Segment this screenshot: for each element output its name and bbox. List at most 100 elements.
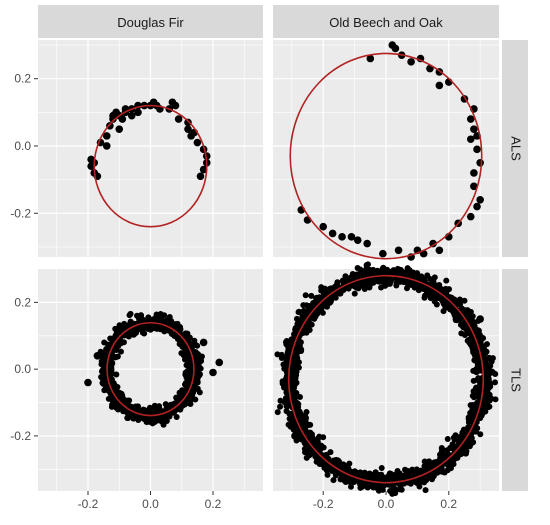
scan-point <box>477 431 484 438</box>
scan-point <box>172 321 179 328</box>
scan-point <box>477 409 484 416</box>
scan-point <box>348 275 355 282</box>
scan-point <box>363 239 371 248</box>
scan-point <box>384 474 391 481</box>
scan-point <box>476 196 484 204</box>
scan-point <box>379 249 387 258</box>
fitted-circle <box>106 321 195 417</box>
scan-point <box>165 411 172 418</box>
panel-old-beech-and-oak-als <box>273 40 499 261</box>
scan-point <box>313 308 320 315</box>
scan-point <box>471 357 478 364</box>
scan-point <box>347 483 354 490</box>
scan-point <box>344 462 351 469</box>
scan-point <box>363 262 370 269</box>
scan-point <box>470 439 477 446</box>
scan-point <box>285 421 292 428</box>
scan-point <box>166 318 173 325</box>
scan-point <box>366 267 373 274</box>
scan-point <box>98 368 105 375</box>
scan-point <box>444 435 451 442</box>
scan-point <box>440 446 447 453</box>
scan-point <box>415 480 422 487</box>
scan-point <box>156 403 163 410</box>
scan-point <box>466 212 475 221</box>
scan-point <box>296 308 303 315</box>
x-tick-label: -0.2 <box>78 497 99 511</box>
scan-point <box>421 294 428 301</box>
scan-point <box>333 456 340 463</box>
scan-point <box>185 399 192 406</box>
y-tick-label: -0.2 <box>10 429 31 443</box>
scan-point <box>285 385 292 392</box>
scan-point <box>473 145 481 154</box>
scan-point <box>158 316 165 323</box>
scan-point <box>339 277 346 284</box>
scan-point <box>424 289 431 296</box>
scan-point <box>84 378 92 387</box>
scan-point <box>375 277 382 284</box>
panel-old-beech-and-oak-tls <box>273 261 499 497</box>
scan-point <box>118 115 127 123</box>
scan-point <box>463 450 470 457</box>
scan-point <box>429 239 437 248</box>
scan-point <box>308 292 315 299</box>
scan-point <box>477 367 484 374</box>
scan-point <box>424 464 431 471</box>
scan-point <box>215 358 224 367</box>
scan-point <box>311 315 318 322</box>
x-tick-label: -0.2 <box>313 497 334 511</box>
scan-point <box>483 363 490 370</box>
scan-point <box>407 471 414 478</box>
y-tick-label: 0.2 <box>14 295 31 309</box>
scan-point <box>320 444 327 451</box>
scan-point <box>404 281 411 288</box>
scan-point <box>153 324 160 331</box>
scan-point <box>285 343 292 350</box>
scan-point <box>451 296 458 303</box>
scan-point <box>330 477 337 484</box>
scan-point <box>432 293 439 300</box>
scan-point <box>146 404 153 411</box>
scan-point <box>440 300 447 307</box>
scan-point <box>194 378 201 385</box>
scan-point <box>127 328 134 335</box>
scan-point <box>288 336 295 343</box>
scan-point <box>304 421 311 428</box>
x-tick-label: 0.2 <box>205 497 222 511</box>
scan-point <box>302 292 309 299</box>
scan-point <box>178 393 185 400</box>
scan-point <box>313 294 320 301</box>
scan-point <box>380 279 387 286</box>
scan-point <box>194 353 201 360</box>
scan-point <box>418 283 425 290</box>
scan-point <box>361 469 368 476</box>
scan-point <box>443 277 450 284</box>
strip-background-old-beech-oak <box>273 5 499 38</box>
scan-point <box>171 408 178 415</box>
scan-point <box>291 362 298 369</box>
scan-point <box>294 341 301 348</box>
scan-point <box>305 318 312 325</box>
scan-point <box>281 398 288 405</box>
scan-point <box>430 471 437 478</box>
scan-point <box>475 390 482 397</box>
scan-point <box>482 398 491 407</box>
scan-point <box>338 233 346 241</box>
strip-background-tls <box>502 269 528 491</box>
scan-point <box>362 272 369 279</box>
scan-point <box>492 396 499 403</box>
scan-point <box>357 266 364 273</box>
scan-point <box>328 229 337 238</box>
scan-point <box>183 372 190 379</box>
scan-point <box>485 384 492 391</box>
scan-point <box>178 350 185 357</box>
scan-point <box>193 138 202 147</box>
x-tick-label: 0.0 <box>142 497 159 511</box>
y-tick-label: 0.0 <box>14 139 31 153</box>
scan-point <box>470 169 478 177</box>
scan-point <box>420 478 427 485</box>
scan-point <box>349 477 356 484</box>
scan-point <box>467 410 474 417</box>
panels-layer <box>38 40 499 497</box>
